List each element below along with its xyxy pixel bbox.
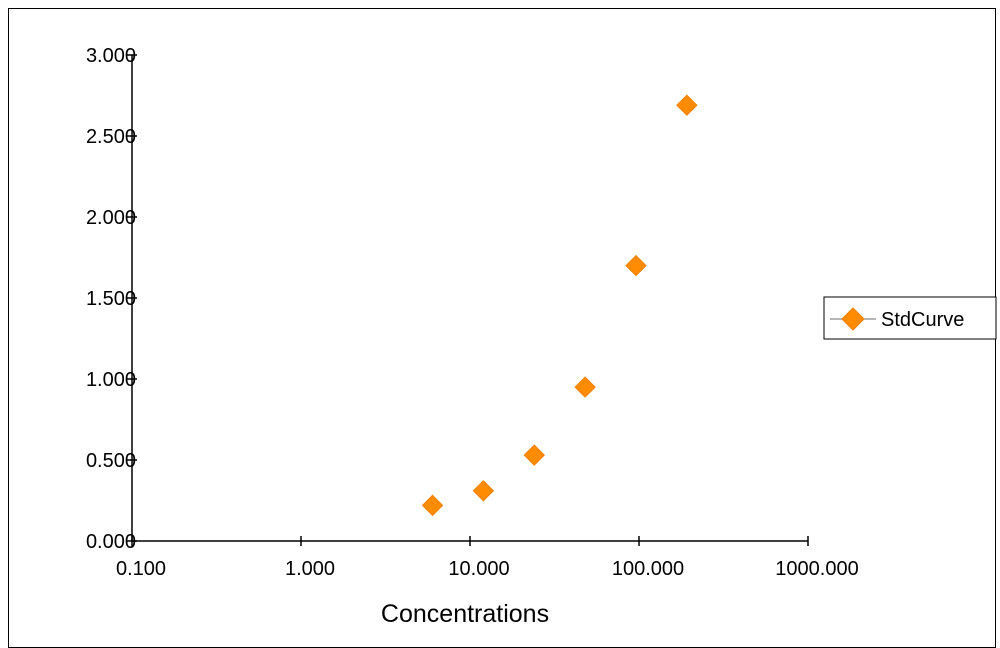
- data-point: [523, 444, 545, 466]
- data-point: [421, 494, 444, 517]
- data-point: [472, 480, 495, 502]
- x-tick-label: 10.000: [448, 558, 509, 580]
- x-axis-title: Concentrations: [381, 600, 549, 628]
- y-tick-label: 2.500: [86, 126, 136, 148]
- x-axis-ticks: 0.100 1.000 10.000 100.000 1000.000: [116, 536, 859, 580]
- y-tick-label: 3.000: [86, 45, 136, 67]
- x-tick-label: 0.100: [116, 558, 166, 580]
- y-tick-label: 0.000: [86, 531, 136, 553]
- data-point: [625, 254, 647, 277]
- legend-diamond-icon: [841, 307, 865, 331]
- y-tick-label: 1.500: [86, 288, 136, 310]
- x-tick-label: 1.000: [285, 558, 335, 580]
- x-tick-label: 100.000: [612, 558, 684, 580]
- data-point: [676, 94, 698, 116]
- legend: StdCurve: [823, 296, 997, 340]
- y-tick-label: 1.000: [86, 369, 136, 391]
- legend-label: StdCurve: [881, 309, 964, 331]
- data-points: [421, 94, 698, 517]
- y-axis-ticks: 0.000 0.500 1.000 1.500 2.000 2.500 3.000: [86, 45, 137, 553]
- x-tick-label: 1000.000: [775, 558, 858, 580]
- scatter-chart: 0.000 0.500 1.000 1.500 2.000 2.500 3.000 0.10…: [86, 45, 997, 628]
- y-tick-label: 0.500: [86, 450, 136, 472]
- axes: [131, 55, 808, 542]
- data-point: [574, 376, 596, 398]
- y-tick-label: 2.000: [86, 207, 136, 229]
